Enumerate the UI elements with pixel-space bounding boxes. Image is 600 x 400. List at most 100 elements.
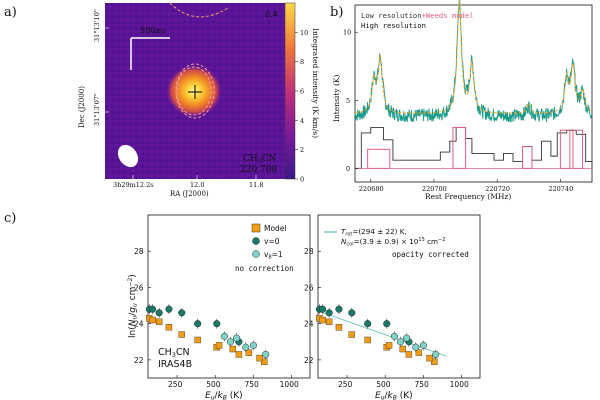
spectrum-x-tick-label: 220720 bbox=[485, 185, 510, 193]
model-point bbox=[194, 336, 201, 344]
v8-point bbox=[233, 334, 241, 342]
model-point bbox=[215, 342, 223, 349]
rotation-y-tick-label: 26 bbox=[304, 283, 314, 292]
model-point bbox=[261, 358, 268, 365]
right-note: opacity corrected bbox=[392, 250, 469, 259]
model-point bbox=[431, 358, 438, 365]
colorbar-label: Integrated intensity (K km/s) bbox=[311, 28, 320, 138]
legend-v0-marker bbox=[252, 237, 260, 245]
rotation-y-tick-label: 24 bbox=[134, 320, 144, 329]
v8-point bbox=[242, 343, 250, 351]
rotation-diagram-left-frame bbox=[147, 214, 311, 379]
model-point bbox=[235, 351, 243, 358]
weeds-model-line bbox=[354, 0, 593, 114]
rotation-diagram-left bbox=[145, 304, 270, 365]
legend-low-res: Low resolution+Weeds model bbox=[361, 11, 474, 20]
rotation-x-tick-label: 250 bbox=[168, 380, 183, 389]
fit-text-line2: Ncol=(3.9 ± 0.9) × 1015 cm−2 bbox=[341, 237, 445, 248]
panel-b: b) Low resolution+Weeds model High resol… bbox=[330, 0, 593, 201]
contour-top bbox=[169, 2, 229, 18]
rotation-x-tick-label: 1000 bbox=[280, 380, 299, 389]
ra-ticks: 3h29m12.2s 12.0 11.8 bbox=[113, 175, 263, 189]
dec-tick-label: 31°13'07" bbox=[93, 93, 101, 126]
legend-high-res: High resolution bbox=[361, 21, 426, 30]
rotation-x-tick-label: 250 bbox=[338, 380, 353, 389]
spectrum-ylabel: Intensity (K) bbox=[332, 75, 341, 122]
v0-point bbox=[155, 309, 163, 317]
spectrum-y-ticks: 0 5 10 bbox=[343, 29, 358, 173]
v8-point bbox=[226, 338, 235, 346]
v0-point bbox=[319, 305, 327, 313]
rotation-ylabel: ln(Nu/gu cm−2) bbox=[127, 274, 139, 338]
ra-tick-label: 3h29m12.2s bbox=[113, 181, 154, 189]
rotation-x-tick-label: 750 bbox=[244, 380, 259, 389]
model-point bbox=[245, 349, 253, 356]
v8-point bbox=[432, 350, 440, 359]
colorbar-tick-label: 6 bbox=[300, 88, 304, 96]
v0-point bbox=[213, 320, 221, 328]
model-point bbox=[399, 345, 407, 353]
spectrum-y-tick-label: 5 bbox=[346, 97, 350, 105]
map-frequency-label: 220.708 bbox=[240, 165, 277, 175]
v0-point bbox=[348, 309, 356, 317]
rotation-y-tick-label: 22 bbox=[134, 356, 144, 365]
panel-c-letter: c) bbox=[4, 211, 16, 226]
v8-point bbox=[249, 341, 258, 349]
rotation-y-tick-label: 24 bbox=[304, 320, 314, 329]
colorbar-ticks: 10 8 6 4 2 0 bbox=[295, 29, 308, 184]
v0-point bbox=[335, 305, 343, 313]
v8-point bbox=[262, 350, 270, 359]
top-value: 0.4 bbox=[265, 10, 278, 19]
map-molecule-label: CH3CN bbox=[243, 154, 276, 165]
spectrum-x-ticks: 220680 220700 220720 220740 bbox=[359, 179, 573, 193]
rotation-y-tick-label: 26 bbox=[134, 283, 144, 292]
legend-v8-label: v8=1 bbox=[264, 250, 283, 261]
model-point bbox=[364, 336, 371, 344]
spectrum-y-tick-label: 0 bbox=[346, 165, 350, 173]
rotation-x-tick-label: 500 bbox=[376, 380, 391, 389]
v8-point bbox=[220, 332, 228, 340]
spectrum-x-tick-label: 220700 bbox=[422, 185, 447, 193]
rotation-diagram-right-frame bbox=[317, 214, 481, 379]
low-res-spectrum-line bbox=[355, 127, 593, 169]
model-point bbox=[155, 318, 163, 326]
rotation-xlabel-right: Eu/kB (K) bbox=[375, 391, 413, 400]
spectrum-y-tick-label: 10 bbox=[343, 29, 351, 37]
model-point bbox=[385, 342, 393, 349]
v0-point bbox=[165, 305, 173, 313]
beam-ellipse bbox=[117, 144, 139, 168]
legend-model-marker bbox=[251, 223, 261, 233]
colorbar-tick-label: 8 bbox=[300, 58, 304, 66]
v0-point bbox=[178, 309, 186, 317]
rotation-y-tick-label: 28 bbox=[304, 247, 314, 256]
v8-point bbox=[412, 343, 420, 351]
model-point bbox=[426, 354, 433, 362]
spectrum-x-tick-label: 220680 bbox=[359, 185, 384, 193]
v8-point bbox=[403, 334, 411, 342]
ra-tick-label: 11.8 bbox=[249, 181, 263, 189]
id-source: IRAS4B bbox=[158, 359, 192, 370]
v8-point bbox=[390, 332, 398, 340]
spectrum-x-tick-label: 220740 bbox=[548, 185, 573, 193]
model-point bbox=[415, 349, 423, 356]
legend-v0-label: v=0 bbox=[264, 237, 280, 246]
ra-label: RA (J2000) bbox=[170, 190, 209, 198]
spectrum-frame bbox=[354, 4, 593, 183]
v0-point bbox=[383, 320, 391, 328]
legend-v8-marker bbox=[252, 250, 260, 258]
spectrum-plot bbox=[354, 0, 593, 169]
model-point bbox=[319, 316, 326, 324]
colorbar-tick-label: 4 bbox=[300, 117, 304, 125]
v0-point bbox=[364, 320, 372, 328]
scalebar-label: 500au bbox=[140, 26, 165, 35]
dec-ticks: 31°13'10" 31°13'07" bbox=[93, 9, 109, 126]
v8-point bbox=[419, 341, 428, 349]
rotation-y-tick-label: 22 bbox=[304, 356, 314, 365]
model-point bbox=[405, 351, 413, 358]
rotation-diagram-right bbox=[315, 304, 447, 365]
panel-c: c) Model v=0 v8=1 no correction Trot=(29… bbox=[4, 211, 481, 400]
panel-a: a) 500au 0.4 CH3CN 220.708 10 8 6 4 2 0 Integ… bbox=[4, 2, 320, 198]
rotation-x-tick-label: 500 bbox=[206, 380, 221, 389]
model-point bbox=[348, 331, 355, 338]
